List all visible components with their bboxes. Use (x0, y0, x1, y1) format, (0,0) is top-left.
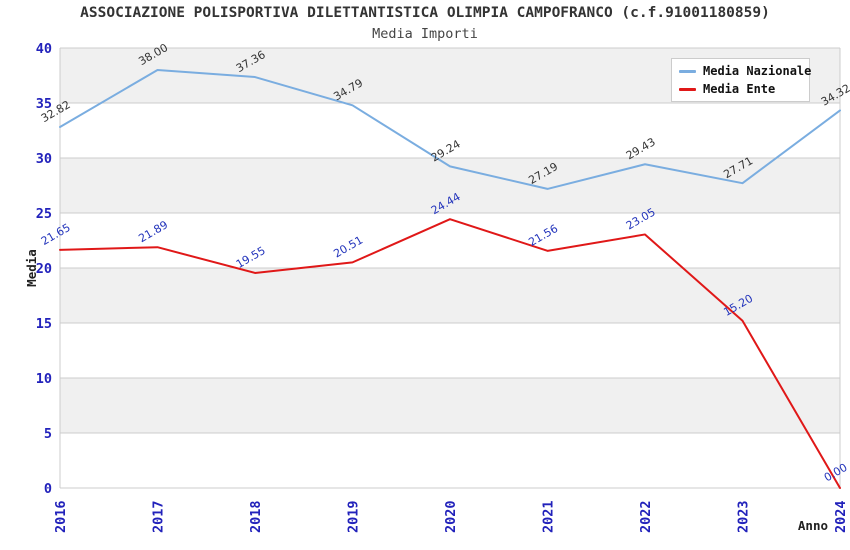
legend-swatch-media-nazionale-icon (679, 69, 696, 73)
chart-title: ASSOCIAZIONE POLISPORTIVA DILETTANTISTIC… (80, 5, 770, 21)
x-tick-label-2019: 2019 (346, 500, 362, 533)
x-tick-label-2023: 2023 (736, 500, 752, 533)
legend-swatch-media-ente-icon (679, 87, 696, 91)
x-tick-label-2020: 2020 (443, 500, 459, 533)
value-label-media-ente-2017: 21.89 (136, 218, 170, 245)
y-tick-label-0: 0 (44, 481, 52, 497)
value-label-media-ente-2019: 20.51 (331, 233, 365, 260)
y-tick-label-10: 10 (36, 371, 52, 387)
x-tick-label-2017: 2017 (151, 500, 167, 533)
plot-band (60, 268, 840, 323)
legend-item-media-ente: Media Ente (679, 82, 809, 96)
x-tick-label-2022: 2022 (638, 500, 654, 533)
plot-band (60, 378, 840, 433)
legend-label-media-nazionale: Media Nazionale (703, 64, 812, 78)
legend-item-media-nazionale: Media Nazionale (679, 64, 812, 78)
legend: Media Nazionale Media Ente (671, 58, 812, 102)
y-tick-label-15: 15 (36, 316, 52, 332)
value-label-media-ente-2016: 21.65 (39, 221, 73, 248)
x-tick-label-2021: 2021 (541, 500, 557, 533)
y-tick-label-35: 35 (36, 96, 52, 112)
x-axis-title: Anno (797, 518, 828, 533)
series-line-media-nazionale (59, 69, 841, 190)
x-tick-label-2016: 2016 (53, 500, 69, 533)
y-tick-label-40: 40 (36, 41, 52, 57)
y-axis-title: Media (24, 249, 39, 287)
legend-label-media-ente: Media Ente (703, 82, 776, 96)
series-line-media-ente (59, 218, 841, 489)
value-label-media-ente-2021: 21.56 (526, 222, 560, 249)
chart-subtitle: Media Importi (372, 26, 478, 42)
y-tick-label-30: 30 (36, 151, 52, 167)
x-tick-label-2024: 2024 (833, 500, 849, 533)
x-tick-label-2018: 2018 (248, 500, 264, 533)
y-tick-label-5: 5 (44, 426, 52, 442)
y-tick-label-20: 20 (36, 261, 52, 277)
value-label-media-ente-2018: 19.55 (234, 244, 268, 271)
y-tick-label-25: 25 (36, 206, 52, 222)
